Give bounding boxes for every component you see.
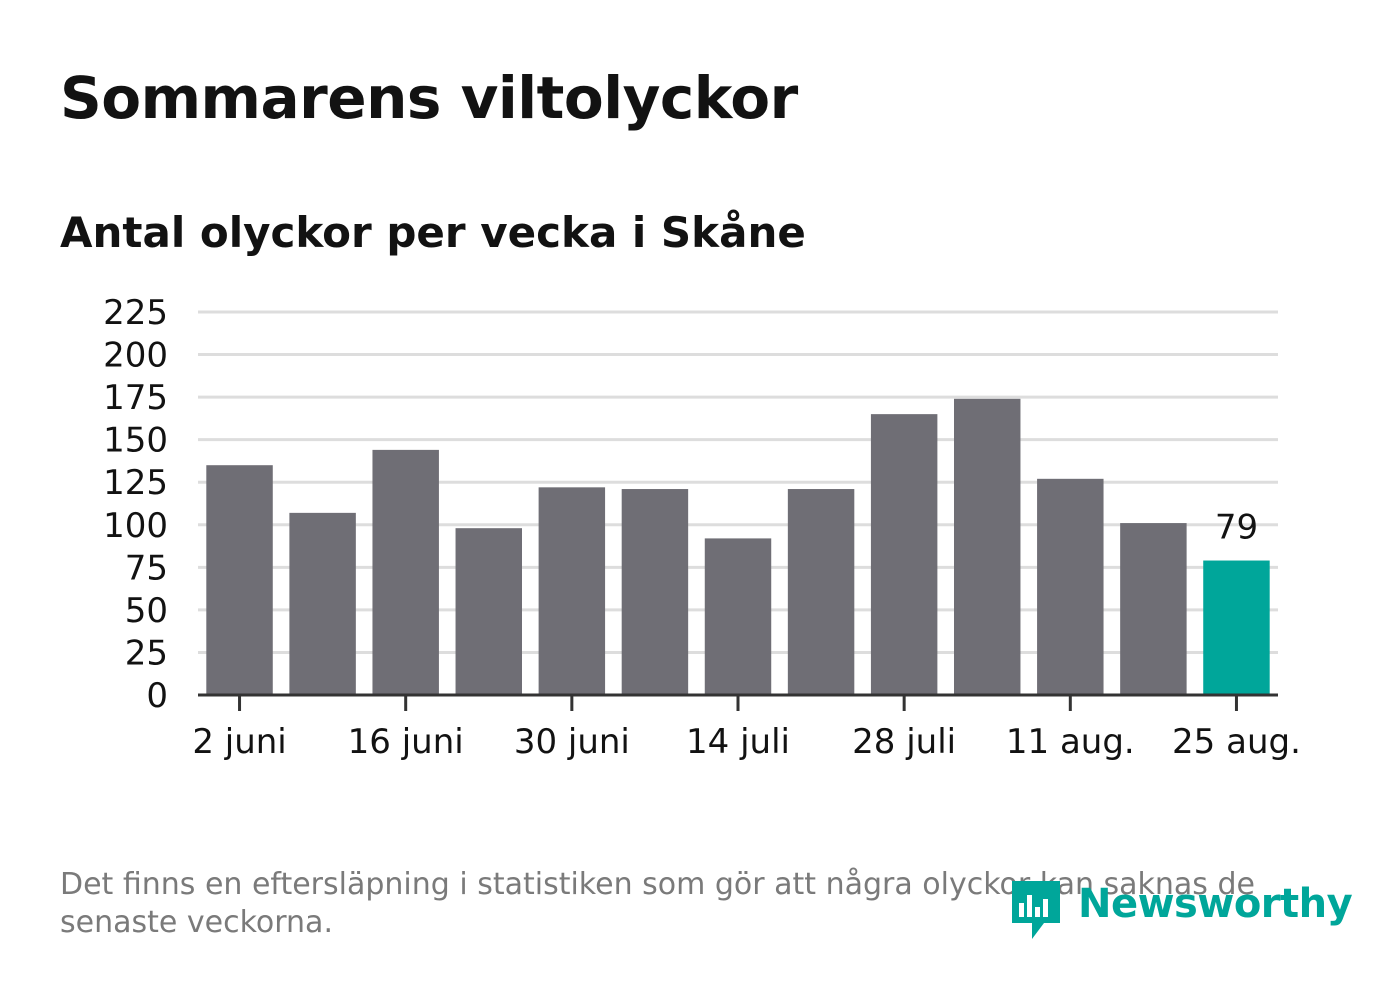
annotations: 79	[1215, 508, 1258, 548]
y-tick-label: 75	[125, 548, 168, 588]
x-tick-label: 30 juni	[514, 722, 630, 762]
x-axis-labels: 2 juni 16 juni 30 juni 14 juli 28 juli 11 aug…	[192, 722, 1301, 762]
x-axis	[198, 693, 1278, 711]
bar	[455, 528, 522, 695]
chart-title: Sommarens viltolyckor	[60, 64, 798, 132]
y-tick-label: 25	[125, 633, 168, 673]
bar	[704, 538, 772, 695]
y-tick-label: 150	[103, 421, 168, 461]
x-tick-label: 2 juni	[192, 722, 286, 762]
bar	[1120, 523, 1187, 695]
bar	[1037, 478, 1104, 695]
x-tick-label: 28 juli	[852, 722, 956, 762]
y-tick-label: 200	[103, 336, 168, 376]
bar	[206, 465, 273, 695]
bar-value-label: 79	[1215, 508, 1258, 548]
bar	[1203, 560, 1270, 695]
bar	[787, 489, 855, 695]
x-tick-label: 11 aug.	[1006, 722, 1135, 762]
bar	[372, 449, 439, 695]
bar	[954, 398, 1021, 695]
y-tick-label: 0	[146, 676, 168, 716]
y-tick-label: 125	[103, 463, 168, 503]
brand-name: Newsworthy	[1078, 881, 1353, 927]
y-tick-label: 225	[103, 293, 168, 333]
bar	[621, 489, 689, 695]
chart-subtitle: Antal olyckor per vecka i Skåne	[60, 208, 806, 257]
bar	[289, 512, 356, 695]
newsworthy-bar-chart-icon	[1012, 881, 1060, 939]
newsworthy-logo: Newsworthy	[1010, 875, 1353, 945]
bar	[870, 414, 938, 695]
bar	[538, 487, 606, 695]
bars	[206, 398, 1270, 695]
y-tick-label: 175	[103, 378, 168, 418]
y-tick-label: 50	[125, 591, 168, 631]
x-tick-label: 16 juni	[348, 722, 464, 762]
x-tick-label: 25 aug.	[1172, 722, 1301, 762]
y-tick-label: 100	[103, 506, 168, 546]
x-tick-label: 14 juli	[686, 722, 790, 762]
